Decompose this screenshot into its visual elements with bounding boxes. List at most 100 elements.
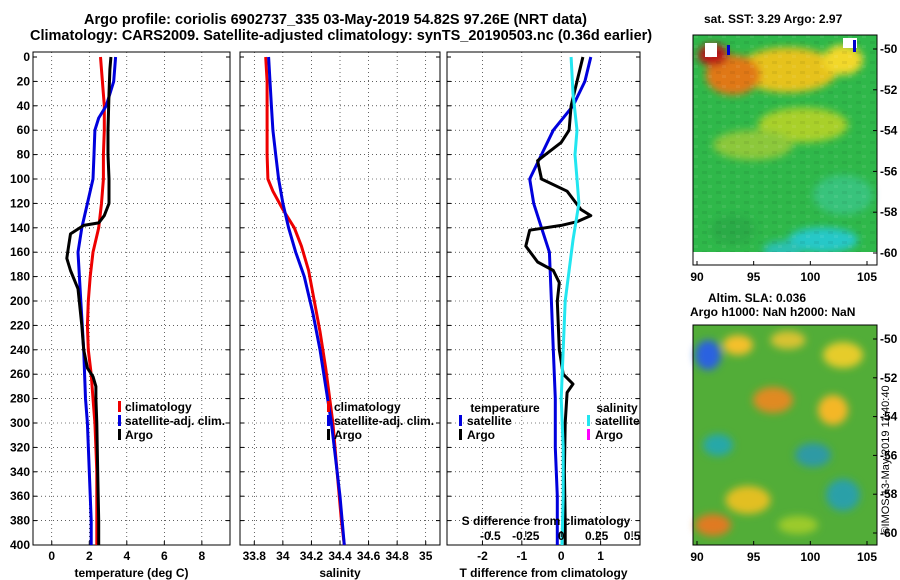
y-tick-label: 40 <box>17 99 31 113</box>
y-tick-label: 200 <box>10 294 30 308</box>
sla-blob <box>695 340 721 370</box>
y-tick-label: 280 <box>10 392 30 406</box>
map-y-tick-label: -50 <box>880 42 898 56</box>
map-x-tick-label: 90 <box>690 270 704 284</box>
x-tick-label: 6 <box>161 549 168 563</box>
chart-subtitle: Climatology: CARS2009. Satellite-adjuste… <box>30 28 653 44</box>
map-x-tick-label: 100 <box>800 270 820 284</box>
sla-blob <box>823 342 863 368</box>
map-y-tick-label: -56 <box>880 448 898 462</box>
legend-swatch <box>118 429 121 440</box>
y-tick-label: 100 <box>10 172 30 186</box>
map-frame <box>692 34 878 266</box>
x-axis-label: T difference from climatology <box>459 566 627 580</box>
x-tick-label: 34 <box>276 549 290 563</box>
y-tick-label: 0 <box>23 50 30 64</box>
legend-label: Argo <box>595 428 623 442</box>
sla-blob <box>826 479 860 511</box>
sla-field <box>695 331 863 536</box>
y-tick-label: 20 <box>17 74 31 88</box>
series-argo <box>65 56 113 545</box>
legend-swatch <box>459 415 462 426</box>
legend-label: Argo <box>334 428 362 442</box>
sla-map: -50 -52 -54 -56 -58 -60 90 95 100 105 <box>690 324 898 564</box>
sst-ice-mark <box>853 40 856 52</box>
y-tick-label: 260 <box>10 367 30 381</box>
sst-map-title: sat. SST: 3.29 Argo: 2.97 <box>704 12 843 26</box>
series-s-satellite <box>559 56 581 546</box>
legend-swatch <box>587 429 590 440</box>
x-axis-label: temperature (deg C) <box>74 566 188 580</box>
x-tick-label: 0 <box>48 549 55 563</box>
legend-label: satellite-adj. clim. <box>334 414 434 428</box>
legend-label: Argo <box>467 428 495 442</box>
map-y-tick-label: -58 <box>880 487 898 501</box>
y-tick-label: 320 <box>10 440 30 454</box>
y-tick-label: 120 <box>10 196 30 210</box>
map-y-tick-label: -56 <box>880 164 898 178</box>
secondary-x-tick-label: 0.5 <box>624 529 641 543</box>
map-x-tick-label: 100 <box>800 550 820 564</box>
x-tick-label: 34.2 <box>300 549 324 563</box>
map-y-tick-label: -54 <box>880 410 898 424</box>
map-y-tick-label: -54 <box>880 124 898 138</box>
panel-difference: -2 -1 0 1 T difference from climatology tempe… <box>446 51 641 580</box>
x-tick-label: 1 <box>597 549 604 563</box>
sla-blob <box>778 516 818 534</box>
legend-label: satellite-adj. clim. <box>125 414 225 428</box>
x-tick-label: 35 <box>419 549 433 563</box>
secondary-x-tick-label: -0.25 <box>512 529 540 543</box>
y-tick-label: 380 <box>10 514 30 528</box>
map-y-tick-label: -50 <box>880 332 898 346</box>
sla-map-title: Altim. SLA: 0.036 <box>708 291 807 305</box>
y-tick-label: 300 <box>10 416 30 430</box>
sla-blob <box>818 395 848 425</box>
legend-swatch <box>327 429 330 440</box>
map-x-tick-label: 95 <box>747 270 761 284</box>
y-tick-label: 80 <box>17 148 31 162</box>
x-tick-label: 34.6 <box>357 549 381 563</box>
map-x-tick-label: 105 <box>857 270 877 284</box>
x-tick-label: 34.8 <box>385 549 409 563</box>
legend-label: climatology <box>125 400 192 414</box>
secondary-x-tick-label: 0.25 <box>585 529 609 543</box>
y-tick-label: 160 <box>10 245 30 259</box>
map-y-tick-label: -52 <box>880 83 898 97</box>
map-y-tick-label: -52 <box>880 371 898 385</box>
map-y-tick-label: -60 <box>880 526 898 540</box>
y-tick-label: 60 <box>17 123 31 137</box>
legend-title: salinity <box>596 401 638 415</box>
sst-ice-mark <box>727 45 730 55</box>
sla-blob <box>723 335 753 355</box>
plot-frame <box>32 51 231 546</box>
sla-map-subtitle: Argo h1000: NaN h2000: NaN <box>690 305 856 319</box>
x-tick-label: 33.8 <box>243 549 267 563</box>
series-satellite-adj-clim- <box>267 56 346 546</box>
y-tick-label: 140 <box>10 221 30 235</box>
legend-swatch <box>459 429 462 440</box>
y-tick-label: 400 <box>10 538 30 552</box>
y-tick-label: 340 <box>10 465 30 479</box>
y-tick-label: 360 <box>10 489 30 503</box>
sst-texture <box>693 35 877 265</box>
secondary-axis-label: S difference from climatology <box>462 514 631 528</box>
legend-swatch <box>118 401 121 412</box>
map-x-tick-label: 95 <box>747 550 761 564</box>
sla-blob <box>795 443 831 467</box>
y-tick-label: 180 <box>10 270 30 284</box>
panel-salinity: 33.8 34 34.2 34.4 34.6 34.8 35 salinity climatol… <box>239 51 441 580</box>
sst-blank-strip <box>693 252 877 265</box>
legend-swatch <box>327 415 330 426</box>
sla-blob <box>725 486 771 514</box>
sla-blob <box>770 331 806 349</box>
y-tick-label: 220 <box>10 318 30 332</box>
legend-swatch <box>327 401 330 412</box>
sla-blob <box>703 434 733 456</box>
y-tick-label: 240 <box>10 343 30 357</box>
series-t-argo <box>524 56 593 545</box>
x-tick-label: -1 <box>517 549 528 563</box>
plot-frame <box>446 51 641 546</box>
chart-title: Argo profile: coriolis 6902737_335 03-Ma… <box>84 12 587 28</box>
sst-map: -50 -52 -54 -56 -58 -60 90 95 100 105 <box>690 34 898 284</box>
